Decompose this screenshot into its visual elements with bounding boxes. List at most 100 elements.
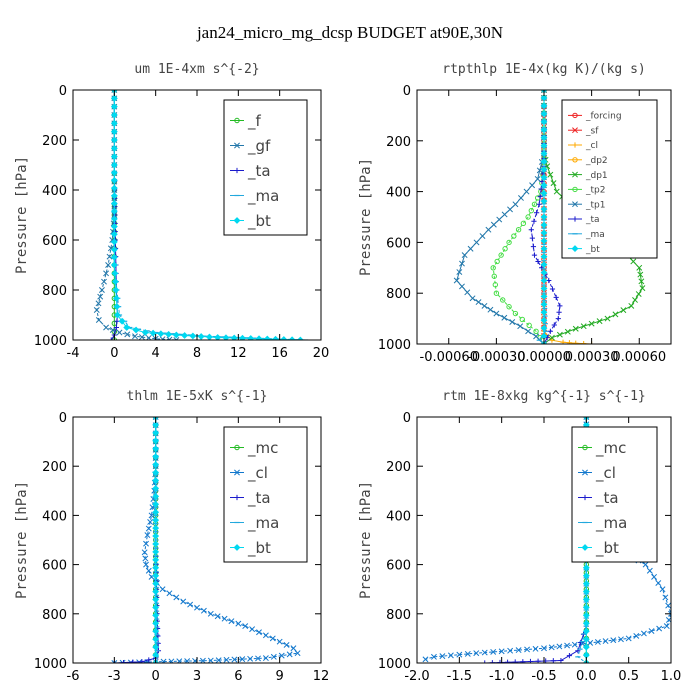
data-point [173, 594, 180, 601]
legend-marker [234, 444, 240, 451]
data-point [533, 328, 539, 334]
data-point [159, 586, 166, 593]
x-tick-label: -0.00060 [420, 350, 478, 365]
data-point [110, 184, 118, 192]
data-point [531, 252, 538, 258]
y-tick-label: 400 [42, 509, 67, 524]
data-point [493, 310, 500, 317]
y-tick-label: 600 [386, 559, 411, 574]
data-point [564, 642, 571, 649]
data-point [540, 316, 548, 324]
data-point [481, 302, 488, 309]
legend: _mc _cl _ta _ma _bt [223, 426, 308, 563]
data-point [540, 165, 548, 173]
data-point [152, 524, 160, 532]
data-point [214, 613, 221, 620]
data-point [105, 262, 112, 268]
legend-label: _cl [595, 464, 616, 483]
series-group [111, 417, 301, 663]
data-point [640, 630, 647, 637]
data-point [525, 214, 531, 220]
figure-title: jan24_micro_mg_dcsp BUDGET at90E,30N [196, 23, 503, 42]
chart-title: thlm 1E-5xK s^{-1} [127, 389, 268, 404]
data-point [249, 626, 256, 633]
data-point [540, 134, 548, 142]
data-point [540, 269, 548, 276]
data-point [110, 176, 118, 184]
legend-label: _ma [247, 187, 279, 206]
data-point [205, 333, 213, 340]
data-point [230, 334, 238, 340]
y-tick-label: 1000 [378, 338, 411, 353]
data-point [113, 303, 121, 311]
data-point [181, 332, 189, 339]
data-point [540, 300, 548, 308]
y-tick-label: 200 [42, 460, 67, 475]
data-point [556, 643, 563, 650]
data-point [490, 221, 497, 228]
data-point [541, 645, 547, 652]
data-point [152, 477, 160, 484]
data-point [111, 660, 118, 663]
data-point [582, 564, 590, 572]
data-point [165, 330, 173, 338]
legend-label: _ma [247, 514, 279, 533]
x-tick-label: 9 [276, 669, 284, 684]
data-point [540, 324, 548, 332]
data-point [540, 102, 548, 110]
data-point [528, 227, 534, 233]
data-point [540, 142, 548, 149]
data-point [540, 126, 548, 134]
data-point [636, 264, 643, 271]
data-point [157, 330, 165, 338]
data-point [280, 336, 288, 340]
series-line [484, 417, 587, 663]
data-point [604, 315, 611, 322]
data-point [485, 226, 492, 233]
legend-box [561, 99, 658, 259]
data-point [110, 246, 118, 254]
y-tick-label: 1000 [34, 334, 67, 349]
data-point [506, 304, 512, 310]
legend-label: _mc [595, 439, 626, 458]
data-point [138, 334, 145, 340]
y-tick-label: 200 [42, 134, 67, 149]
data-point [520, 659, 526, 663]
data-point [110, 119, 118, 127]
legend-marker [582, 444, 588, 451]
data-point [498, 252, 504, 258]
data-point [540, 94, 548, 102]
data-point [511, 233, 517, 239]
data-point [573, 340, 579, 344]
data-point [582, 580, 590, 588]
data-point [528, 207, 534, 214]
data-point [459, 283, 465, 290]
series-line [492, 90, 545, 344]
data-point [464, 650, 471, 657]
data-point [242, 623, 249, 630]
chart-title: um 1E-4xm s^{-2} [134, 62, 259, 77]
data-point [106, 253, 113, 260]
data-point [110, 144, 118, 152]
data-point [493, 290, 500, 296]
data-point [132, 333, 138, 340]
data-point [143, 540, 149, 547]
data-point [506, 239, 512, 246]
legend-label: _dp2 [585, 156, 608, 166]
data-point [283, 642, 290, 648]
data-point [152, 417, 159, 420]
legend-marker [572, 157, 578, 163]
data-point [518, 194, 524, 201]
data-point [214, 334, 222, 340]
data-point [112, 294, 120, 302]
data-point [228, 618, 235, 625]
data-point [439, 653, 446, 660]
data-point [668, 610, 671, 617]
data-point [110, 169, 118, 177]
data-point [152, 604, 160, 611]
x-tick-label: -2.0 [404, 669, 429, 684]
data-point [152, 643, 160, 651]
data-point [612, 311, 619, 318]
data-point [540, 237, 548, 245]
data-point [547, 328, 553, 334]
